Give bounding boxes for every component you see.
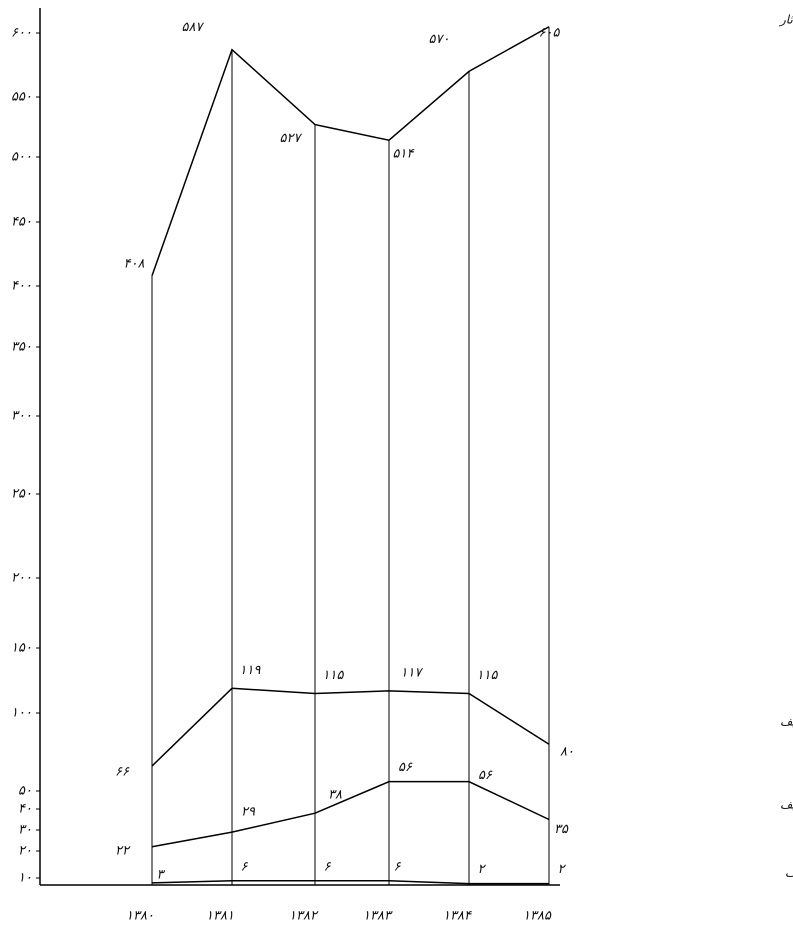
value-label: ۴۰۸ xyxy=(124,256,145,271)
y-tick-label: ۳۰۰ xyxy=(11,409,32,424)
series-name: آثار برگزیده در حوزه ی داستان تالیف xyxy=(785,865,793,880)
value-label: ۳۸ xyxy=(328,788,342,803)
value-label: ۲ xyxy=(478,862,487,877)
x-tick-label: ۱۳۸۲ xyxy=(289,909,319,924)
y-tick-label: ۴۰ xyxy=(18,802,32,817)
value-label: ۶ xyxy=(324,859,332,874)
series-name: تعداد کل آثار xyxy=(778,12,793,27)
value-label: ۵۶ xyxy=(478,768,493,783)
value-label: ۶ xyxy=(241,859,249,874)
value-label: ۳ xyxy=(157,867,166,882)
value-label: ۱۱۵ xyxy=(477,668,499,683)
y-tick-label: ۱۵۰ xyxy=(11,641,32,656)
value-label: ۵۸۷ xyxy=(182,20,205,35)
series-name: تعداد کل داستان تالیف xyxy=(780,715,793,729)
value-label: ۶ xyxy=(394,859,402,874)
y-tick-label: ۲۵۰ xyxy=(11,487,32,502)
value-label: ۶۶ xyxy=(115,765,130,780)
y-tick-label: ۱۰۰ xyxy=(11,706,32,721)
x-tick-label: ۱۳۸۴ xyxy=(443,909,472,924)
series-line xyxy=(151,26,550,277)
value-label: ۵۷۰ xyxy=(429,32,450,47)
value-label: ۱۱۹ xyxy=(240,663,262,678)
y-tick-label: ۵۰۰ xyxy=(11,150,32,165)
value-label: ۸۰ xyxy=(560,745,574,760)
series-line xyxy=(151,780,550,848)
value-label: ۵۶ xyxy=(398,760,413,775)
value-label: ۱۱۵ xyxy=(323,668,345,683)
value-label: ۲۹ xyxy=(241,805,256,820)
value-label: ۶۰۵ xyxy=(539,25,561,40)
y-tick-label: ۵۵۰ xyxy=(11,90,32,105)
x-tick-label: ۱۳۸۰ xyxy=(126,909,154,924)
series-line xyxy=(151,687,550,767)
value-label: ۲۲ xyxy=(115,843,131,858)
value-label: ۱۱۷ xyxy=(401,665,424,680)
y-tick-label: ۶۰۰ xyxy=(11,26,32,41)
y-tick-label: ۵۰ xyxy=(18,784,32,799)
y-tick-label: ۳۵۰ xyxy=(11,340,32,355)
value-label: ۲ xyxy=(558,862,567,877)
x-tick-label: ۱۳۸۱ xyxy=(206,909,234,924)
y-tick-label: ۳۰ xyxy=(18,823,32,838)
y-tick-label: ۲۰ xyxy=(18,844,32,859)
value-label: ۳۵ xyxy=(554,822,569,837)
y-tick-label: ۱۰ xyxy=(18,871,32,886)
y-tick-label: ۴۵۰ xyxy=(11,215,32,230)
y-tick-label: ۴۰۰ xyxy=(11,279,32,294)
series-name: آثار خوب حوزه ی داستان تالیف xyxy=(780,797,793,812)
value-label: ۵۲۷ xyxy=(280,131,303,146)
y-tick-label: ۲۰۰ xyxy=(11,571,32,586)
x-tick-label: ۱۳۸۳ xyxy=(363,909,393,924)
series-line xyxy=(151,880,549,885)
x-tick-label: ۱۳۸۵ xyxy=(523,909,552,924)
value-label: ۵۱۴ xyxy=(393,147,415,162)
